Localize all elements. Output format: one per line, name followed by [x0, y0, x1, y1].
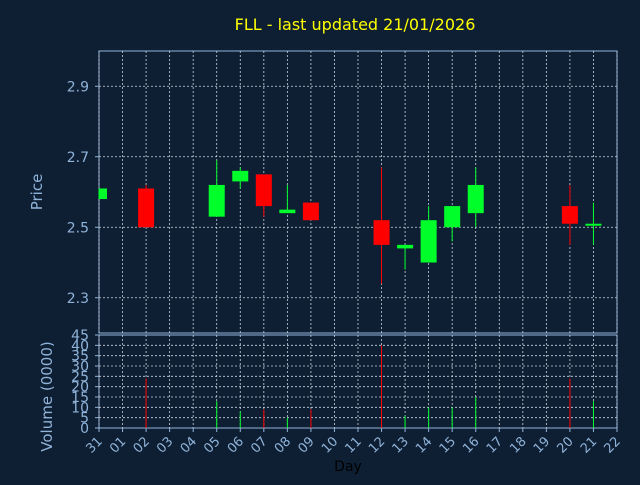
day-axis-ticks: 31 01 02 03 04 05 06 07 08 09 10 11 12 13 14 15 16 17 18 19…: [84, 428, 624, 457]
day-axis-label: Day: [334, 459, 362, 475]
volume-tick-label: 10: [71, 400, 89, 416]
volume-tick-label: 40: [71, 338, 89, 354]
day-tick-label: 19: [531, 434, 553, 456]
price-panel: 2.3 2.5 2.7 2.9 Price: [28, 50, 618, 334]
candle-body: [444, 206, 461, 228]
candle-body: [420, 220, 437, 263]
price-tick-label: 2.5: [67, 220, 89, 236]
chart-title: FLL - last updated 21/01/2026: [235, 15, 476, 34]
candle-body: [373, 220, 390, 245]
day-tick-label: 16: [460, 434, 482, 456]
volume-tick-label: 25: [71, 369, 89, 385]
day-tick-label: 03: [154, 434, 176, 456]
price-axis-label: Price: [28, 174, 46, 211]
candle-body: [561, 206, 578, 224]
candle-body: [232, 170, 249, 182]
price-tick-label: 2.7: [67, 150, 89, 166]
day-tick-label: 10: [319, 434, 341, 456]
price-gridlines: [98, 51, 618, 333]
volume-tick-label: 15: [71, 390, 89, 406]
volume-tick-label: 30: [71, 359, 89, 375]
day-tick-label: 15: [437, 434, 459, 456]
candle-body: [208, 184, 225, 217]
day-tick-label: 31: [84, 434, 106, 456]
volume-gridlines: [98, 335, 618, 428]
price-tick-label: 2.9: [67, 79, 89, 95]
candlestick-series: [98, 160, 602, 284]
volume-series: [145, 345, 594, 428]
volume-tick-label: 35: [71, 349, 89, 365]
price-tick-label: 2.3: [67, 291, 89, 307]
candle-body: [279, 209, 296, 214]
day-tick-label: 21: [578, 434, 600, 456]
day-tick-label: 11: [343, 434, 365, 456]
day-tick-label: 20: [554, 434, 576, 456]
day-tick-label: 17: [484, 434, 506, 456]
day-tick-label: 02: [131, 434, 153, 456]
day-tick-label: 18: [507, 434, 529, 456]
day-tick-label: 14: [413, 434, 435, 456]
candle-body: [255, 174, 272, 207]
day-tick-label: 22: [602, 434, 624, 456]
price-axis-ticks: 2.3 2.5 2.7 2.9: [67, 79, 99, 307]
volume-tick-label: 5: [80, 411, 89, 427]
volume-tick-label: 0: [80, 421, 89, 437]
day-tick-label: 08: [272, 434, 294, 456]
day-tick-label: 01: [107, 434, 129, 456]
candle-body: [99, 188, 107, 200]
day-tick-label: 12: [366, 434, 388, 456]
day-tick-label: 09: [295, 434, 317, 456]
day-tick-label: 07: [248, 434, 270, 456]
volume-tick-label: 45: [71, 328, 89, 344]
volume-axis-label: Volume (0000): [38, 341, 56, 451]
candle-body: [397, 244, 414, 249]
volume-tick-label: 20: [71, 380, 89, 396]
candle-body: [467, 184, 484, 214]
candle-body: [138, 188, 155, 228]
candle-body: [585, 223, 602, 226]
day-tick-label: 13: [390, 434, 412, 456]
day-tick-label: 05: [201, 434, 223, 456]
day-tick-label: 06: [225, 434, 247, 456]
candle-body: [302, 202, 319, 221]
day-tick-label: 04: [178, 434, 200, 456]
